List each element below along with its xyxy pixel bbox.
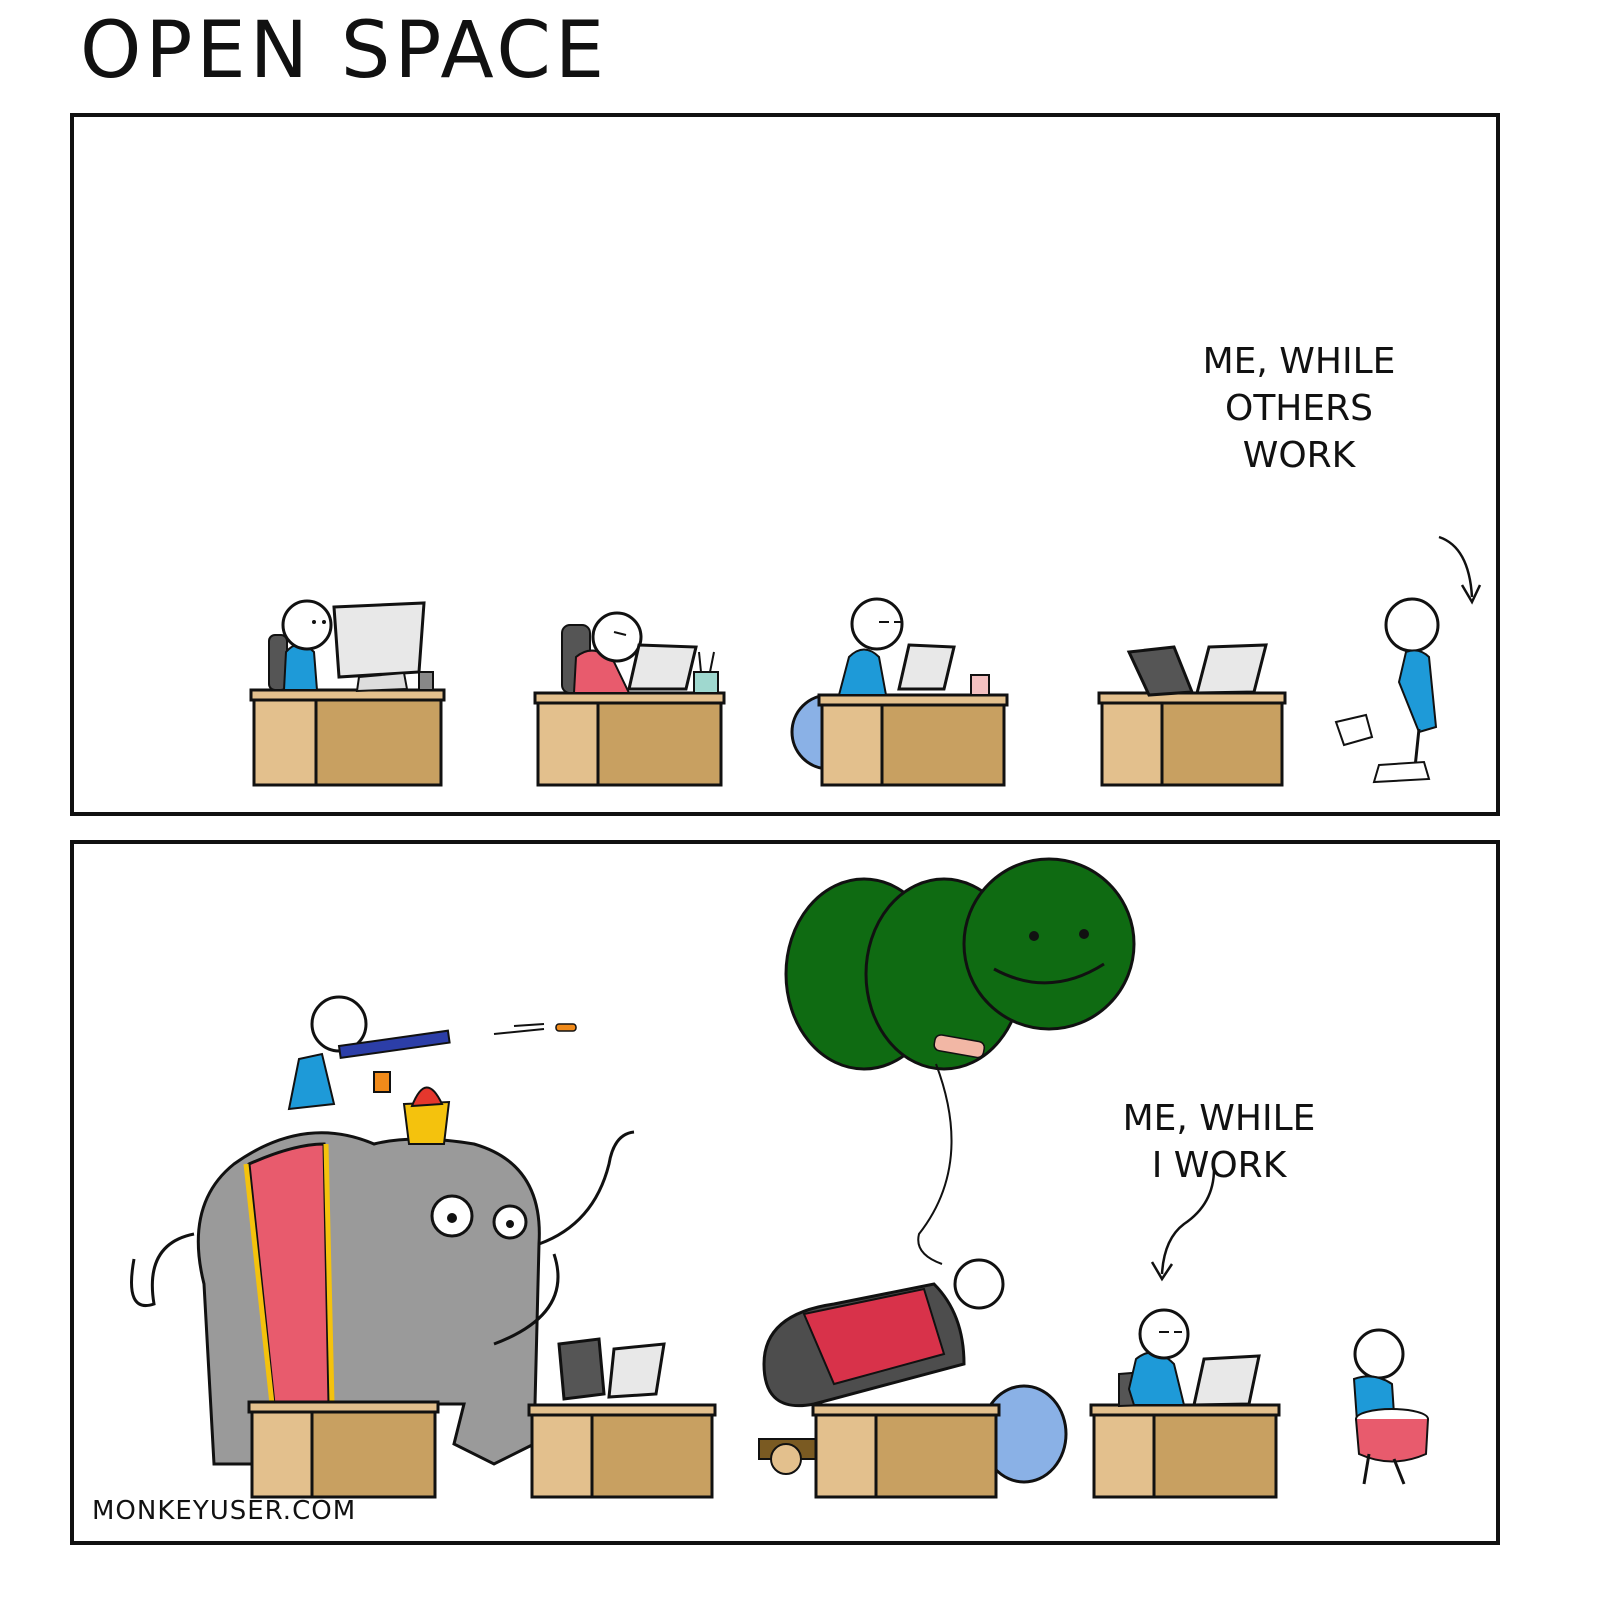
panel-1-caption: ME, WHILE OTHERS WORK [1202,341,1396,476]
me-slacking [1334,535,1482,784]
laptop-2 [627,643,719,694]
coder-1 [268,599,333,691]
desk-3 [790,693,1009,787]
desk-4 [1097,643,1287,787]
laptop-3 [897,643,990,696]
panel-1: ME, WHILE OTHERS WORK [70,113,1500,816]
nerf-shooter [287,995,577,1111]
desk-a [247,1400,440,1499]
cannon [758,1258,1005,1475]
desk-b [527,1337,717,1499]
monitor-1 [332,601,434,693]
site-credit: MONKEYUSER.COM [92,1496,357,1526]
desk-c [811,1384,1068,1499]
elephant [130,1130,635,1466]
panel-2-caption: ME, WHILE I WORK [1122,1098,1316,1186]
desk-1 [249,688,446,787]
me-drumming [1150,1168,1429,1485]
coder-2 [561,611,643,694]
desk-2 [533,691,726,787]
siren [402,1086,451,1145]
panel-2-scene [130,857,1429,1499]
comic-title: OPEN SPACE [80,6,609,96]
coder-3 [837,597,904,696]
panel-1-scene [249,535,1482,787]
turtle-balloon [784,857,1136,1265]
desk-d [1089,1308,1281,1499]
panel-2: ME, WHILE I WORK [70,840,1500,1545]
